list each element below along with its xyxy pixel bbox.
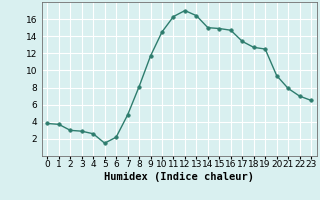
X-axis label: Humidex (Indice chaleur): Humidex (Indice chaleur) (104, 172, 254, 182)
